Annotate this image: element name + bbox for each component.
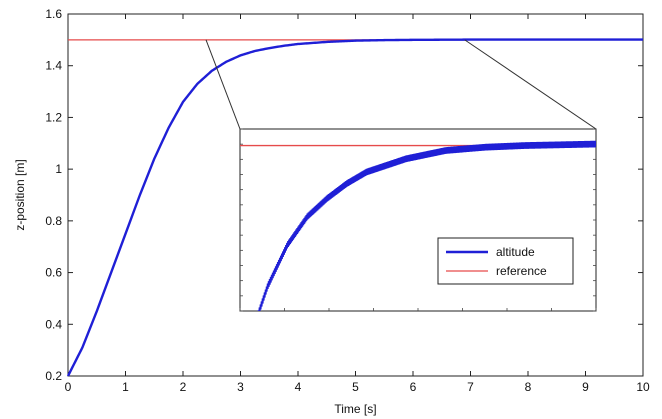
x-tick-label: 2 (180, 380, 187, 394)
x-tick-label: 1 (122, 380, 129, 394)
x-tick-label: 0 (65, 380, 72, 394)
legend-label-reference: reference (496, 264, 547, 278)
x-tick-label: 7 (467, 380, 474, 394)
y-tick-label: 0.4 (45, 317, 62, 331)
inset-series-line-altitude (257, 140, 596, 311)
connector-left (205, 39, 241, 130)
x-tick-label: 6 (410, 380, 417, 394)
y-tick-label: 1 (55, 162, 62, 176)
legend-box (437, 237, 574, 285)
y-tick-label: 1.2 (45, 110, 62, 124)
y-tick-label: 1.4 (45, 59, 62, 73)
y-tick-label: 1.6 (45, 7, 62, 21)
y-tick-label: 0.2 (45, 369, 62, 383)
legend-label-altitude: altitude (496, 245, 535, 259)
y-axis-label: z-position [m] (13, 159, 27, 230)
axis-labels: Time [s] z-position [m] (13, 159, 377, 416)
x-tick-label: 9 (582, 380, 589, 394)
x-tick-label: 10 (636, 380, 650, 394)
x-tick-label: 4 (295, 380, 302, 394)
y-tick-label: 0.8 (45, 214, 62, 228)
connector-right (464, 39, 597, 130)
x-axis-label: Time [s] (334, 402, 376, 416)
x-tick-label: 8 (525, 380, 532, 394)
legend: altitude reference (437, 237, 574, 285)
zoom-connector-lines (205, 39, 597, 130)
series-line-altitude (66, 38, 643, 377)
y-tick-label: 0.6 (45, 266, 62, 280)
inset-series-group (240, 140, 596, 311)
x-tick-label: 5 (352, 380, 359, 394)
x-tick-label: 3 (237, 380, 244, 394)
